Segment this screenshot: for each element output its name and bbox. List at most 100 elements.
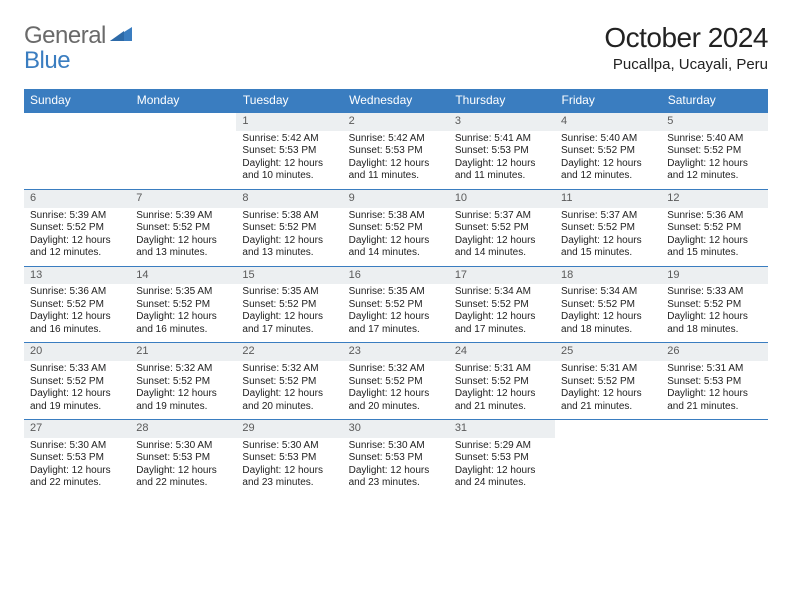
day-detail-cell: Sunrise: 5:41 AMSunset: 5:53 PMDaylight:… [449,131,555,190]
sunrise-text: Sunrise: 5:40 AM [667,133,761,146]
calendar-table: Sunday Monday Tuesday Wednesday Thursday… [24,89,768,496]
brand-logo: General [24,22,136,50]
sunset-text: Sunset: 5:52 PM [30,376,124,389]
col-wednesday: Wednesday [343,89,449,112]
day-number-cell: 13 [24,266,130,284]
col-monday: Monday [130,89,236,112]
day-detail-cell: Sunrise: 5:37 AMSunset: 5:52 PMDaylight:… [449,208,555,267]
daylight-text: Daylight: 12 hours and 12 minutes. [30,235,124,260]
daylight-text: Daylight: 12 hours and 18 minutes. [561,311,655,336]
col-tuesday: Tuesday [236,89,342,112]
title-block: October 2024 Pucallpa, Ucayali, Peru [604,22,768,73]
sunrise-text: Sunrise: 5:37 AM [455,210,549,223]
sunset-text: Sunset: 5:53 PM [242,452,336,465]
sunrise-text: Sunrise: 5:35 AM [242,286,336,299]
sunrise-text: Sunrise: 5:38 AM [349,210,443,223]
brand-word-1: General [24,22,106,50]
day-detail-cell: Sunrise: 5:31 AMSunset: 5:53 PMDaylight:… [661,361,767,420]
sunset-text: Sunset: 5:53 PM [667,376,761,389]
brand-triangle-icon [110,22,134,50]
daylight-text: Daylight: 12 hours and 12 minutes. [667,158,761,183]
day-detail-cell: Sunrise: 5:30 AMSunset: 5:53 PMDaylight:… [130,438,236,496]
day-number-cell: 3 [449,112,555,131]
day-number-cell: 12 [661,189,767,207]
month-title: October 2024 [604,22,768,54]
week-number-row: 6789101112 [24,189,768,207]
day-detail-cell: Sunrise: 5:30 AMSunset: 5:53 PMDaylight:… [24,438,130,496]
daylight-text: Daylight: 12 hours and 21 minutes. [667,388,761,413]
week-number-row: 20212223242526 [24,343,768,361]
day-detail-cell: Sunrise: 5:34 AMSunset: 5:52 PMDaylight:… [555,284,661,343]
day-detail-cell: Sunrise: 5:37 AMSunset: 5:52 PMDaylight:… [555,208,661,267]
daylight-text: Daylight: 12 hours and 24 minutes. [455,465,549,490]
daylight-text: Daylight: 12 hours and 17 minutes. [242,311,336,336]
day-number-cell: 9 [343,189,449,207]
day-detail-cell: Sunrise: 5:39 AMSunset: 5:52 PMDaylight:… [24,208,130,267]
day-number-cell [661,420,767,438]
day-number-cell: 17 [449,266,555,284]
sunset-text: Sunset: 5:52 PM [561,299,655,312]
sunset-text: Sunset: 5:52 PM [667,299,761,312]
sunset-text: Sunset: 5:52 PM [242,376,336,389]
sunset-text: Sunset: 5:53 PM [242,145,336,158]
day-detail-cell: Sunrise: 5:38 AMSunset: 5:52 PMDaylight:… [343,208,449,267]
sunrise-text: Sunrise: 5:31 AM [455,363,549,376]
sunset-text: Sunset: 5:53 PM [136,452,230,465]
daylight-text: Daylight: 12 hours and 15 minutes. [667,235,761,260]
day-detail-cell: Sunrise: 5:39 AMSunset: 5:52 PMDaylight:… [130,208,236,267]
daylight-text: Daylight: 12 hours and 19 minutes. [136,388,230,413]
sunset-text: Sunset: 5:52 PM [30,222,124,235]
sunset-text: Sunset: 5:53 PM [455,452,549,465]
sunset-text: Sunset: 5:52 PM [667,222,761,235]
calendar-header-row: Sunday Monday Tuesday Wednesday Thursday… [24,89,768,112]
daylight-text: Daylight: 12 hours and 10 minutes. [242,158,336,183]
day-number-cell: 10 [449,189,555,207]
sunrise-text: Sunrise: 5:30 AM [242,440,336,453]
sunrise-text: Sunrise: 5:42 AM [349,133,443,146]
col-sunday: Sunday [24,89,130,112]
week-number-row: 13141516171819 [24,266,768,284]
sunset-text: Sunset: 5:52 PM [349,376,443,389]
day-number-cell: 28 [130,420,236,438]
sunrise-text: Sunrise: 5:32 AM [242,363,336,376]
daylight-text: Daylight: 12 hours and 17 minutes. [349,311,443,336]
daylight-text: Daylight: 12 hours and 12 minutes. [561,158,655,183]
daylight-text: Daylight: 12 hours and 22 minutes. [136,465,230,490]
day-number-cell: 14 [130,266,236,284]
daylight-text: Daylight: 12 hours and 23 minutes. [349,465,443,490]
day-detail-cell: Sunrise: 5:36 AMSunset: 5:52 PMDaylight:… [24,284,130,343]
day-detail-cell: Sunrise: 5:40 AMSunset: 5:52 PMDaylight:… [555,131,661,190]
calendar-page: General October 2024 Pucallpa, Ucayali, … [0,0,792,496]
sunrise-text: Sunrise: 5:35 AM [136,286,230,299]
day-number-cell: 29 [236,420,342,438]
sunrise-text: Sunrise: 5:38 AM [242,210,336,223]
day-detail-cell: Sunrise: 5:30 AMSunset: 5:53 PMDaylight:… [236,438,342,496]
sunset-text: Sunset: 5:52 PM [136,222,230,235]
day-detail-cell: Sunrise: 5:35 AMSunset: 5:52 PMDaylight:… [130,284,236,343]
sunset-text: Sunset: 5:53 PM [349,145,443,158]
sunset-text: Sunset: 5:52 PM [455,222,549,235]
sunrise-text: Sunrise: 5:31 AM [667,363,761,376]
day-detail-cell: Sunrise: 5:35 AMSunset: 5:52 PMDaylight:… [236,284,342,343]
day-number-cell [24,112,130,131]
day-detail-cell [555,438,661,496]
day-detail-cell: Sunrise: 5:31 AMSunset: 5:52 PMDaylight:… [555,361,661,420]
day-detail-cell: Sunrise: 5:33 AMSunset: 5:52 PMDaylight:… [661,284,767,343]
day-detail-cell [24,131,130,190]
sunrise-text: Sunrise: 5:30 AM [136,440,230,453]
day-detail-cell: Sunrise: 5:32 AMSunset: 5:52 PMDaylight:… [343,361,449,420]
col-saturday: Saturday [661,89,767,112]
daylight-text: Daylight: 12 hours and 11 minutes. [455,158,549,183]
calendar-body: 12345 Sunrise: 5:42 AMSunset: 5:53 PMDay… [24,112,768,496]
sunrise-text: Sunrise: 5:40 AM [561,133,655,146]
day-detail-cell: Sunrise: 5:35 AMSunset: 5:52 PMDaylight:… [343,284,449,343]
day-number-cell [555,420,661,438]
sunrise-text: Sunrise: 5:31 AM [561,363,655,376]
day-number-cell: 8 [236,189,342,207]
day-number-cell: 26 [661,343,767,361]
brand-word-2: Blue [24,47,70,75]
col-friday: Friday [555,89,661,112]
sunset-text: Sunset: 5:53 PM [455,145,549,158]
day-detail-cell: Sunrise: 5:33 AMSunset: 5:52 PMDaylight:… [24,361,130,420]
sunrise-text: Sunrise: 5:34 AM [455,286,549,299]
